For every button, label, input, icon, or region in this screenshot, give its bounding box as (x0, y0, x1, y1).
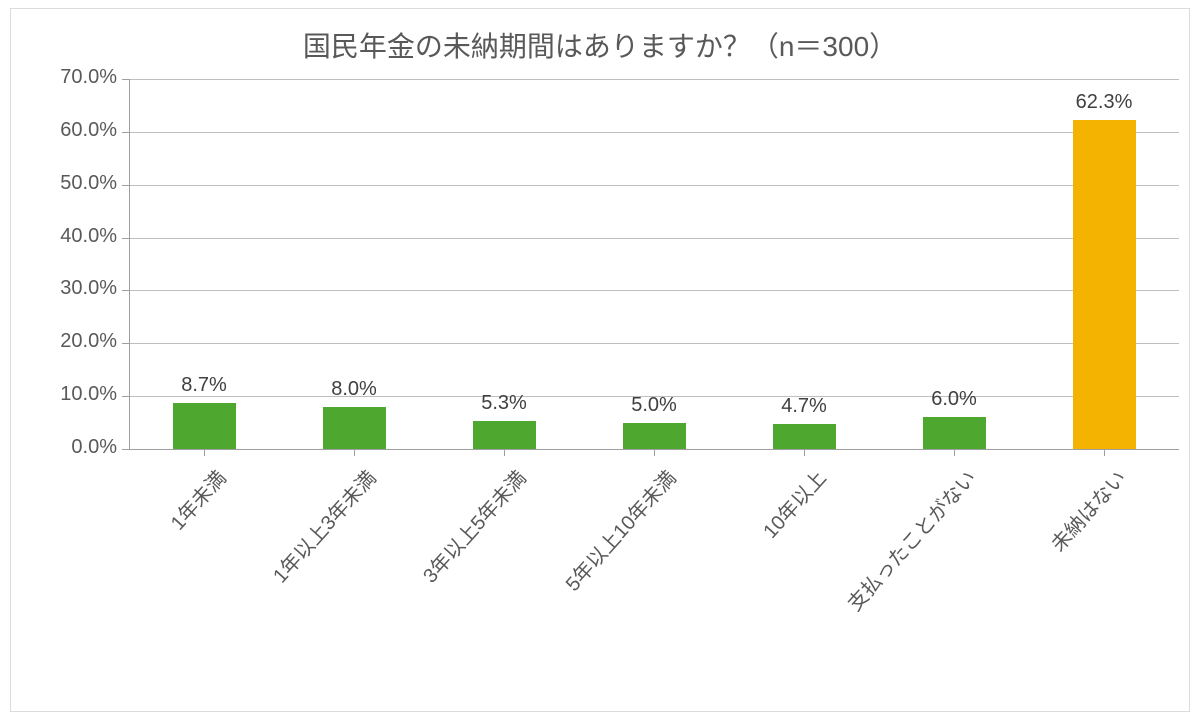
bar (473, 421, 536, 449)
y-tick-label: 40.0% (21, 225, 117, 248)
y-tick-label: 0.0% (21, 436, 117, 459)
bar-value-label: 5.3% (434, 392, 574, 415)
bar (173, 403, 236, 449)
bar (773, 424, 836, 449)
y-tick-label: 30.0% (21, 277, 117, 300)
bar (923, 417, 986, 449)
gridline (129, 290, 1179, 291)
gridline (129, 79, 1179, 80)
bar (1073, 120, 1136, 449)
x-tick-mark (1104, 449, 1105, 456)
plot-area: 0.0%10.0%20.0%30.0%40.0%50.0%60.0%70.0%8… (129, 79, 1179, 449)
y-tick-label: 50.0% (21, 172, 117, 195)
x-tick-mark (654, 449, 655, 456)
bar-value-label: 6.0% (884, 388, 1024, 411)
x-tick-mark (504, 449, 505, 456)
x-tick-mark (954, 449, 955, 456)
y-axis-line (129, 79, 130, 449)
gridline (129, 238, 1179, 239)
y-tick-label: 20.0% (21, 330, 117, 353)
gridline (129, 343, 1179, 344)
bar (623, 423, 686, 449)
bar-value-label: 4.7% (734, 395, 874, 418)
chart-title: 国民年金の未納期間はありますか？（n＝300） (11, 25, 1189, 65)
gridline (129, 185, 1179, 186)
bar (323, 407, 386, 449)
bar-chart: 国民年金の未納期間はありますか？（n＝300）0.0%10.0%20.0%30.… (10, 8, 1190, 712)
bar-value-label: 62.3% (1034, 91, 1174, 114)
y-tick-label: 70.0% (21, 66, 117, 89)
x-tick-mark (804, 449, 805, 456)
y-tick-mark (122, 290, 129, 291)
x-tick-mark (204, 449, 205, 456)
x-tick-mark (354, 449, 355, 456)
bar-value-label: 8.0% (284, 378, 424, 401)
y-tick-mark (122, 185, 129, 186)
y-tick-label: 10.0% (21, 383, 117, 406)
y-tick-mark (122, 132, 129, 133)
y-tick-label: 60.0% (21, 119, 117, 142)
y-tick-mark (122, 396, 129, 397)
y-tick-mark (122, 449, 129, 450)
bar-value-label: 8.7% (134, 374, 274, 397)
y-tick-mark (122, 343, 129, 344)
y-tick-mark (122, 238, 129, 239)
gridline (129, 132, 1179, 133)
y-tick-mark (122, 79, 129, 80)
bar-value-label: 5.0% (584, 394, 724, 417)
